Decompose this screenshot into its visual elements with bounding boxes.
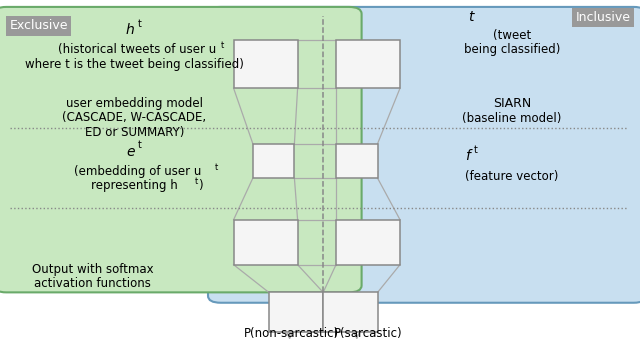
Text: t: t bbox=[221, 41, 224, 50]
Text: (CASCADE, W-CASCADE,: (CASCADE, W-CASCADE, bbox=[62, 111, 207, 124]
FancyBboxPatch shape bbox=[269, 292, 323, 332]
Text: P(non-sarcastic): P(non-sarcastic) bbox=[244, 327, 339, 340]
Text: user embedding model: user embedding model bbox=[66, 97, 203, 110]
FancyBboxPatch shape bbox=[208, 7, 640, 303]
FancyBboxPatch shape bbox=[336, 220, 400, 265]
Text: e: e bbox=[126, 145, 134, 158]
Text: ): ) bbox=[198, 179, 203, 192]
Text: representing h: representing h bbox=[91, 179, 178, 192]
FancyBboxPatch shape bbox=[234, 40, 298, 88]
Text: Inclusive: Inclusive bbox=[575, 11, 630, 24]
FancyBboxPatch shape bbox=[336, 40, 400, 88]
Text: t: t bbox=[138, 19, 141, 29]
Text: t: t bbox=[138, 140, 141, 150]
Text: t: t bbox=[214, 163, 218, 172]
Text: t: t bbox=[468, 10, 473, 24]
Text: Output with softmax: Output with softmax bbox=[32, 263, 154, 276]
Text: (embedding of user u: (embedding of user u bbox=[74, 165, 202, 178]
Text: ED or SUMMARY): ED or SUMMARY) bbox=[84, 126, 184, 139]
Text: t: t bbox=[195, 177, 198, 186]
Text: f: f bbox=[465, 149, 470, 163]
Text: t: t bbox=[474, 145, 477, 155]
Text: Exclusive: Exclusive bbox=[10, 19, 68, 33]
FancyBboxPatch shape bbox=[0, 7, 362, 292]
Text: P(sarcastic): P(sarcastic) bbox=[333, 327, 403, 340]
Text: where t is the tweet being classified): where t is the tweet being classified) bbox=[25, 57, 244, 71]
Text: being classified): being classified) bbox=[464, 43, 560, 56]
FancyBboxPatch shape bbox=[336, 144, 378, 178]
Text: (baseline model): (baseline model) bbox=[462, 112, 562, 125]
Text: SIARN: SIARN bbox=[493, 97, 531, 110]
Text: (historical tweets of user u: (historical tweets of user u bbox=[58, 43, 217, 56]
Text: activation functions: activation functions bbox=[35, 277, 151, 290]
FancyBboxPatch shape bbox=[253, 144, 294, 178]
FancyBboxPatch shape bbox=[323, 292, 378, 332]
Text: h: h bbox=[125, 24, 134, 37]
Text: (tweet: (tweet bbox=[493, 29, 531, 42]
Text: (feature vector): (feature vector) bbox=[465, 170, 559, 183]
FancyBboxPatch shape bbox=[234, 220, 298, 265]
